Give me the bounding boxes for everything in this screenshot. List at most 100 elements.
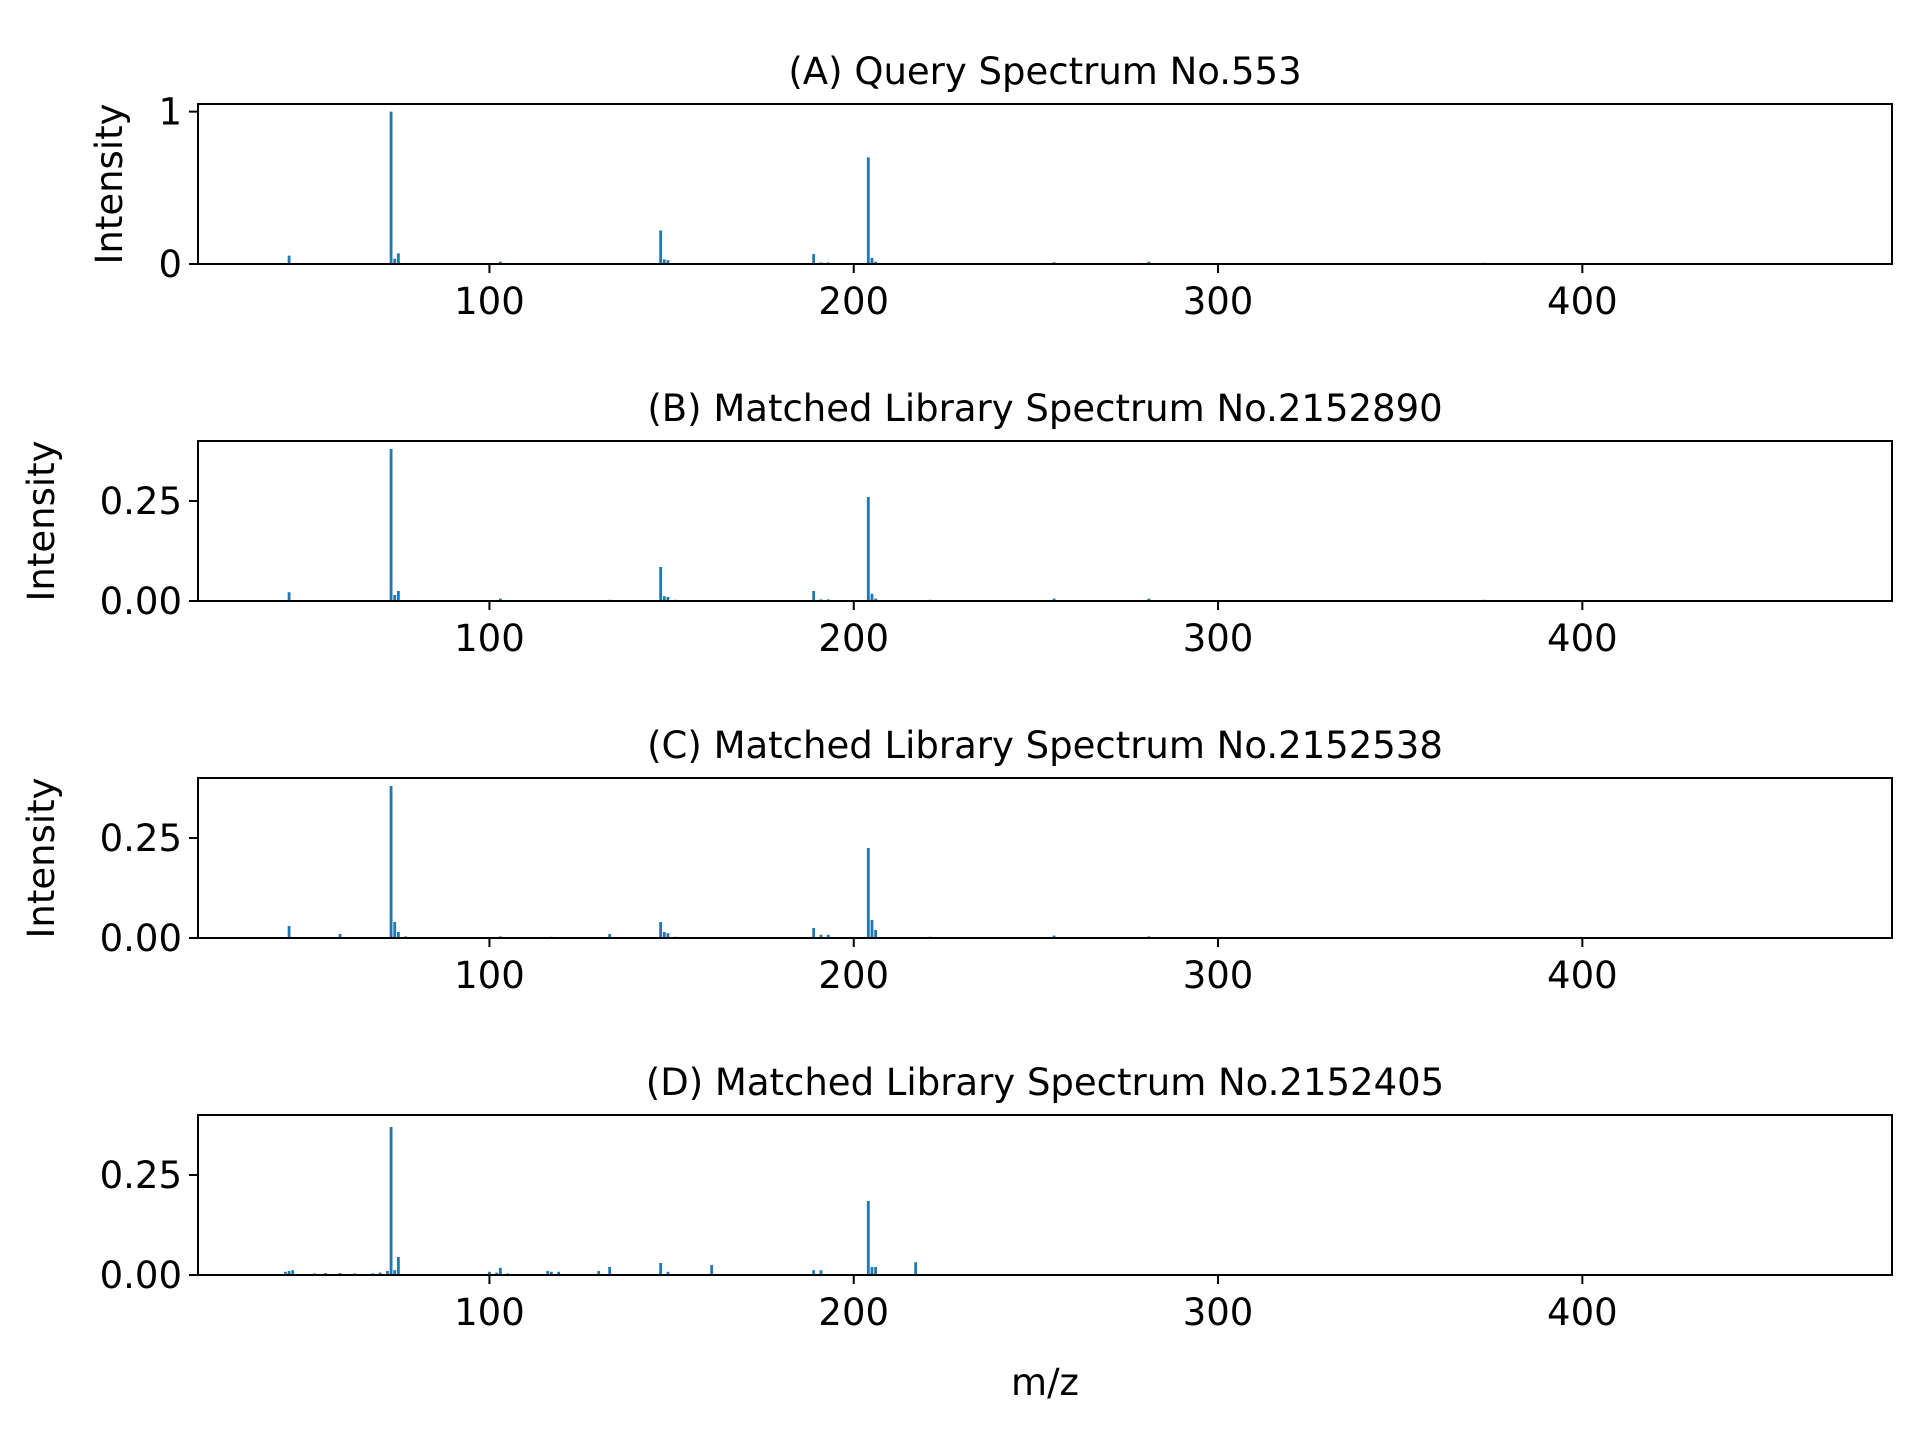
peak-bar xyxy=(498,1267,502,1275)
x-tick-label: 400 xyxy=(1547,954,1618,997)
plot-frame xyxy=(197,777,1893,939)
x-tick-label: 100 xyxy=(454,617,525,660)
peak-bar xyxy=(549,1271,553,1275)
peak-bar xyxy=(866,497,870,601)
peak-bar xyxy=(662,932,666,938)
peak-bar xyxy=(386,1271,389,1275)
x-tick-label: 300 xyxy=(1183,954,1254,997)
peak-bar xyxy=(819,934,823,938)
y-tick-label: 0 xyxy=(158,243,182,286)
spectrum-panel-a: (A) Query Spectrum No.553 100 200 300 400 0 1I… xyxy=(88,50,1893,323)
peak-bar xyxy=(819,1270,823,1275)
peak-bar xyxy=(389,1127,393,1275)
peak-bar xyxy=(870,920,874,938)
peak-bar xyxy=(812,254,816,264)
peak-bar xyxy=(284,1271,287,1275)
x-tick-label: 400 xyxy=(1547,280,1618,323)
peak-bar xyxy=(287,926,291,938)
peak-bar xyxy=(498,598,502,601)
peak-bar xyxy=(396,253,400,264)
y-tick-label: 0.00 xyxy=(100,580,182,623)
peak-bar xyxy=(287,1271,291,1275)
peak-bar xyxy=(659,922,663,938)
peak-bar xyxy=(710,1265,714,1275)
peak-bar xyxy=(866,1201,870,1275)
peak-bar xyxy=(870,1267,874,1275)
peak-bar xyxy=(662,596,666,601)
peak-bar xyxy=(662,259,666,264)
peak-bar xyxy=(659,567,663,601)
peak-bar xyxy=(291,1270,295,1275)
x-tick-label: 200 xyxy=(818,280,889,323)
peak-bar xyxy=(666,933,670,938)
peak-bar xyxy=(546,1271,550,1275)
peak-bar xyxy=(812,1270,816,1275)
peak-bar xyxy=(874,598,877,601)
x-tick-label: 200 xyxy=(818,954,889,997)
x-tick-label: 300 xyxy=(1183,617,1254,660)
peak-bar xyxy=(659,230,663,264)
peak-bar xyxy=(389,786,393,938)
peak-bar xyxy=(287,255,291,264)
peak-bar xyxy=(666,1271,670,1275)
plot-frame xyxy=(197,103,1893,265)
peak-bar xyxy=(396,1257,400,1275)
y-tick-label: 0.00 xyxy=(100,1254,182,1297)
y-tick-label: 0.25 xyxy=(100,480,182,523)
panel-title: (C) Matched Library Spectrum No.2152538 xyxy=(647,724,1443,767)
y-tick-label: 0.25 xyxy=(100,817,182,860)
peak-bar xyxy=(389,449,393,601)
peak-bar xyxy=(393,258,397,264)
x-tick-label: 200 xyxy=(818,1291,889,1334)
peak-bar xyxy=(378,1272,382,1275)
peak-bar xyxy=(396,932,400,938)
peak-bar xyxy=(557,1271,561,1275)
peak-bar xyxy=(498,261,502,264)
peak-bar xyxy=(874,930,877,938)
peak-bar xyxy=(874,261,877,264)
peak-bar xyxy=(338,934,342,938)
peak-bar xyxy=(597,1271,601,1275)
peak-bar xyxy=(870,257,874,264)
spectrum-panel-c: (C) Matched Library Spectrum No.2152538 1… xyxy=(20,724,1893,997)
panel-title: (D) Matched Library Spectrum No.2152405 xyxy=(646,1061,1444,1104)
x-tick-label: 300 xyxy=(1183,1291,1254,1334)
peak-bar xyxy=(1052,935,1056,938)
peak-bar xyxy=(666,260,670,264)
x-tick-label: 200 xyxy=(818,617,889,660)
peak-bar xyxy=(812,591,816,601)
peak-bar xyxy=(866,848,870,938)
peak-bar xyxy=(659,1263,663,1275)
x-tick-label: 100 xyxy=(454,954,525,997)
peak-bar xyxy=(608,1267,612,1275)
peak-bar xyxy=(1147,598,1151,601)
peak-bar xyxy=(389,111,393,264)
peak-bar xyxy=(608,934,612,938)
peak-bar xyxy=(488,1271,491,1275)
x-tick-label: 400 xyxy=(1547,1291,1618,1334)
x-tick-label: 100 xyxy=(454,1291,525,1334)
peak-bar xyxy=(874,1267,877,1275)
y-tick-label: 0.25 xyxy=(100,1154,182,1197)
peak-bar xyxy=(826,934,830,938)
peak-bar xyxy=(396,591,400,601)
x-tick-label: 400 xyxy=(1547,617,1618,660)
y-axis-label: Intensity xyxy=(88,103,131,264)
peak-bar xyxy=(1052,598,1056,601)
spectrum-panel-d: (D) Matched Library Spectrum No.2152405 1… xyxy=(100,1061,1893,1334)
spectrum-panel-b: (B) Matched Library Spectrum No.2152890 1… xyxy=(20,387,1893,660)
x-tick-label: 100 xyxy=(454,280,525,323)
plot-frame xyxy=(197,440,1893,602)
peak-bar xyxy=(393,595,397,601)
y-axis-label: Intensity xyxy=(20,440,63,601)
peak-bar xyxy=(666,597,670,601)
peak-bar xyxy=(812,928,816,938)
peak-bar xyxy=(393,1270,397,1275)
peak-bar xyxy=(866,157,870,264)
peak-bar xyxy=(914,1262,918,1275)
x-tick-label: 300 xyxy=(1183,280,1254,323)
peak-bar xyxy=(393,922,397,938)
peak-bar xyxy=(1147,261,1151,264)
